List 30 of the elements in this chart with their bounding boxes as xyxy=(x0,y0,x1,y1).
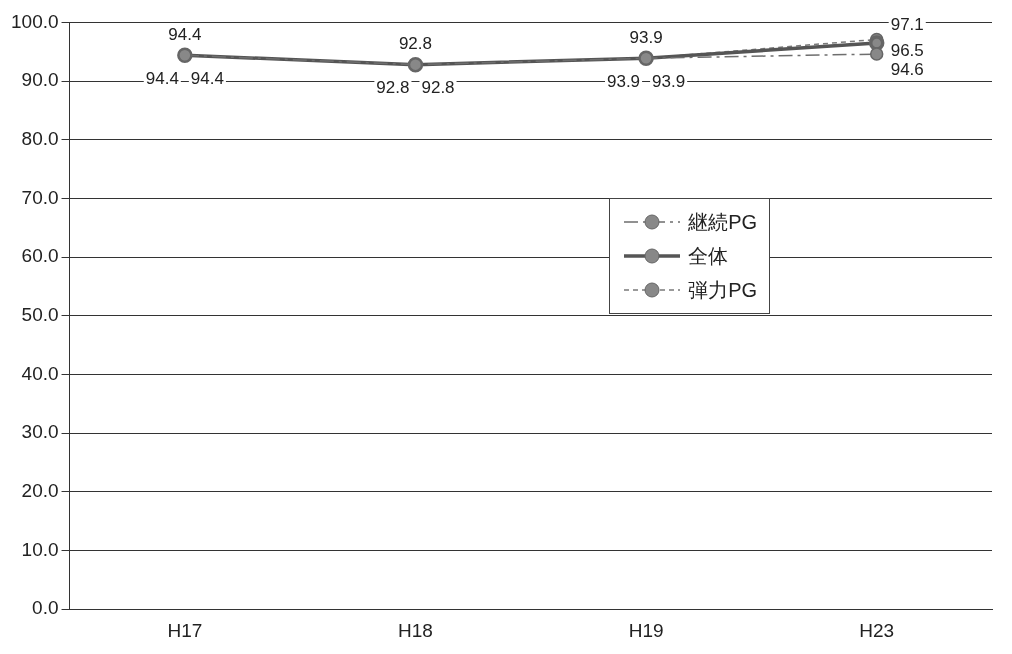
y-tick-label: 60.0 xyxy=(21,245,59,267)
y-tick-label: 100.0 xyxy=(11,10,59,32)
data-label: 94.6 xyxy=(890,59,924,79)
data-label: 94.4 xyxy=(145,68,179,88)
y-tick-label: 40.0 xyxy=(21,362,59,384)
legend-label: 継続PG xyxy=(688,209,758,235)
legend-label: 弾力PG xyxy=(688,277,758,303)
data-label: 96.5 xyxy=(890,40,924,60)
y-tick-label: 10.0 xyxy=(21,538,59,560)
y-tick-label: 30.0 xyxy=(21,421,59,443)
data-label: 92.8 xyxy=(398,34,433,54)
data-label: 93.9 xyxy=(606,71,641,91)
x-tick-label: H19 xyxy=(628,619,664,641)
data-label: 94.4 xyxy=(168,24,202,44)
data-label: 93.9 xyxy=(629,27,663,47)
y-tick-label: 20.0 xyxy=(21,480,59,502)
data-label: 94.4 xyxy=(190,68,224,88)
x-tick-label: H18 xyxy=(398,619,433,641)
x-tick-label: H23 xyxy=(859,619,895,641)
x-tick-label: H17 xyxy=(167,619,203,641)
y-tick-label: 50.0 xyxy=(21,304,59,326)
data-label: 97.1 xyxy=(890,15,924,35)
data-label: 92.8 xyxy=(421,78,455,98)
data-label: 92.8 xyxy=(376,78,410,98)
data-label: 93.9 xyxy=(652,71,686,91)
y-tick-label: 90.0 xyxy=(21,69,59,91)
y-tick-label: 70.0 xyxy=(21,186,59,208)
y-tick-label: 0.0 xyxy=(32,597,59,619)
y-tick-label: 80.0 xyxy=(21,127,59,149)
legend-label: 全体 xyxy=(688,243,729,269)
